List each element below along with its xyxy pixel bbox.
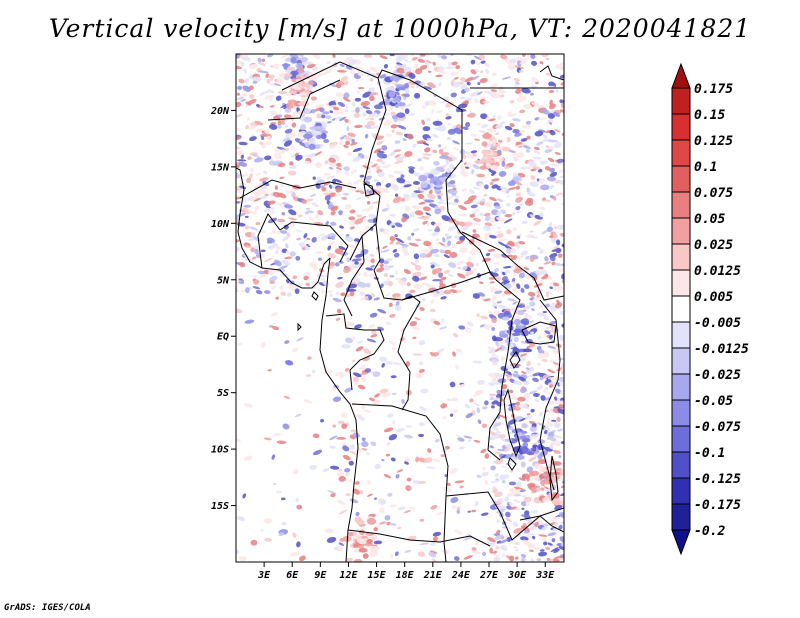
lon-tick-label: 6E <box>286 570 299 581</box>
colorbar-label: 0.15 <box>694 108 725 123</box>
island-sao-tome <box>297 322 302 332</box>
colorbar-swatch <box>671 373 691 401</box>
border-ghana <box>257 213 281 269</box>
lon-tick-label: 18E <box>396 570 415 581</box>
colorbar-swatch <box>671 87 691 115</box>
border-east <box>539 299 561 491</box>
lat-tick-label: 20N <box>210 106 230 117</box>
lat-tick-label: 5S <box>217 388 229 399</box>
colorbar-swatch <box>671 477 691 505</box>
colorbar-swatch <box>671 295 691 323</box>
colorbar-swatch <box>671 217 691 245</box>
colorbar-label: 0.075 <box>694 186 733 201</box>
colorbar-top-arrow <box>671 62 691 89</box>
colorbar-label: -0.2 <box>694 524 725 539</box>
border-zambezi <box>519 515 564 533</box>
lake-chad <box>363 183 375 197</box>
border-burkina <box>239 179 357 199</box>
velocity-field <box>236 54 564 562</box>
lon-tick-label: 21E <box>423 570 443 581</box>
colorbar-label: -0.075 <box>694 420 741 435</box>
map-title: Vertical velocity [m/s] at 1000hPa, VT: … <box>48 14 752 43</box>
border-drc-north <box>397 295 421 411</box>
border-car <box>373 223 491 301</box>
colorbar-swatch <box>671 451 691 479</box>
colorbar-bottom-arrow <box>671 529 691 556</box>
lat-tick-label: EQ <box>217 332 229 343</box>
lake-victoria <box>521 321 557 345</box>
colorbar-label: -0.125 <box>694 472 741 487</box>
border-nigeria <box>279 221 349 263</box>
lon-tick-label: 9E <box>314 570 327 581</box>
colorbar-label: 0.025 <box>694 238 733 253</box>
lat-tick-label: 10N <box>211 219 230 230</box>
colorbar-swatch <box>671 347 691 375</box>
border-niger-chad <box>349 77 387 261</box>
border-angola-zambia <box>445 491 564 541</box>
lat-tick-label: 5N <box>217 275 230 286</box>
country-borders <box>236 61 564 562</box>
colorbar-swatch <box>671 165 691 193</box>
lon-tick-label: 12E <box>339 570 358 581</box>
colorbar-label: -0.005 <box>694 316 741 331</box>
border-south-sudan <box>461 231 564 301</box>
colorbar-label: 0.125 <box>694 134 733 149</box>
colorbar-label: -0.0125 <box>694 342 749 357</box>
colorbar-label: -0.175 <box>694 498 741 513</box>
lon-tick-label: 3E <box>257 570 271 581</box>
colorbar-swatch <box>671 425 691 453</box>
border-namibia <box>347 529 491 547</box>
lon-tick-label: 27E <box>479 570 499 581</box>
lat-tick-label: 10S <box>211 445 229 456</box>
border-mali-niger <box>267 79 341 121</box>
border-cameroon <box>343 235 365 317</box>
colorbar-swatch <box>671 243 691 271</box>
colorbar-label: 0.1 <box>694 160 717 175</box>
colorbar-swatch <box>671 113 691 141</box>
lake-malawi <box>549 455 559 502</box>
lon-tick-label: 30E <box>507 570 527 581</box>
colorbar-swatch <box>671 399 691 427</box>
colorbar-swatch <box>671 269 691 297</box>
border-angola <box>351 403 449 562</box>
grads-credit: GrADS: IGES/COLA <box>4 603 91 613</box>
border-drc-east <box>487 279 521 461</box>
lat-tick-label: 15S <box>211 501 229 512</box>
lake-tanganyika <box>503 388 521 458</box>
lon-tick-label: 15E <box>368 570 387 581</box>
colorbar-swatch <box>671 503 691 531</box>
lake-albert <box>509 351 521 369</box>
colorbar-swatch <box>671 321 691 349</box>
colorbar-swatch <box>671 191 691 219</box>
border-gabon-congo <box>325 313 385 391</box>
lon-tick-label: 33E <box>535 570 555 581</box>
colorbar-label: -0.1 <box>694 446 725 461</box>
border-sahara-north <box>281 61 463 160</box>
colorbar-label: -0.025 <box>694 368 741 383</box>
latitude-ticks: 20N 15N 10N 5N EQ 5S 10S 15S <box>210 106 236 512</box>
colorbar-swatch <box>671 139 691 167</box>
colorbar-label: 0.05 <box>694 212 725 227</box>
longitude-ticks: 3E 6E 9E 12E 15E 18E 21E 24E 27E 30E 33E <box>257 562 555 581</box>
colorbar-label: 0.175 <box>694 82 733 97</box>
coastline-central-africa <box>319 257 359 562</box>
colorbar-label: 0.0125 <box>694 264 741 279</box>
island-bioko <box>311 291 319 301</box>
lake-mweru <box>507 457 517 471</box>
colorbar-label: -0.05 <box>694 394 733 409</box>
colorbar: 0.175 0.15 0.125 0.1 0.075 0.05 0.025 0.0125 0.0… <box>671 62 749 556</box>
lon-tick-label: 24E <box>451 570 471 581</box>
lat-tick-label: 15N <box>211 162 230 173</box>
coastline-red-sea <box>539 65 564 81</box>
map-frame <box>235 53 565 563</box>
colorbar-label: 0.005 <box>694 290 733 305</box>
